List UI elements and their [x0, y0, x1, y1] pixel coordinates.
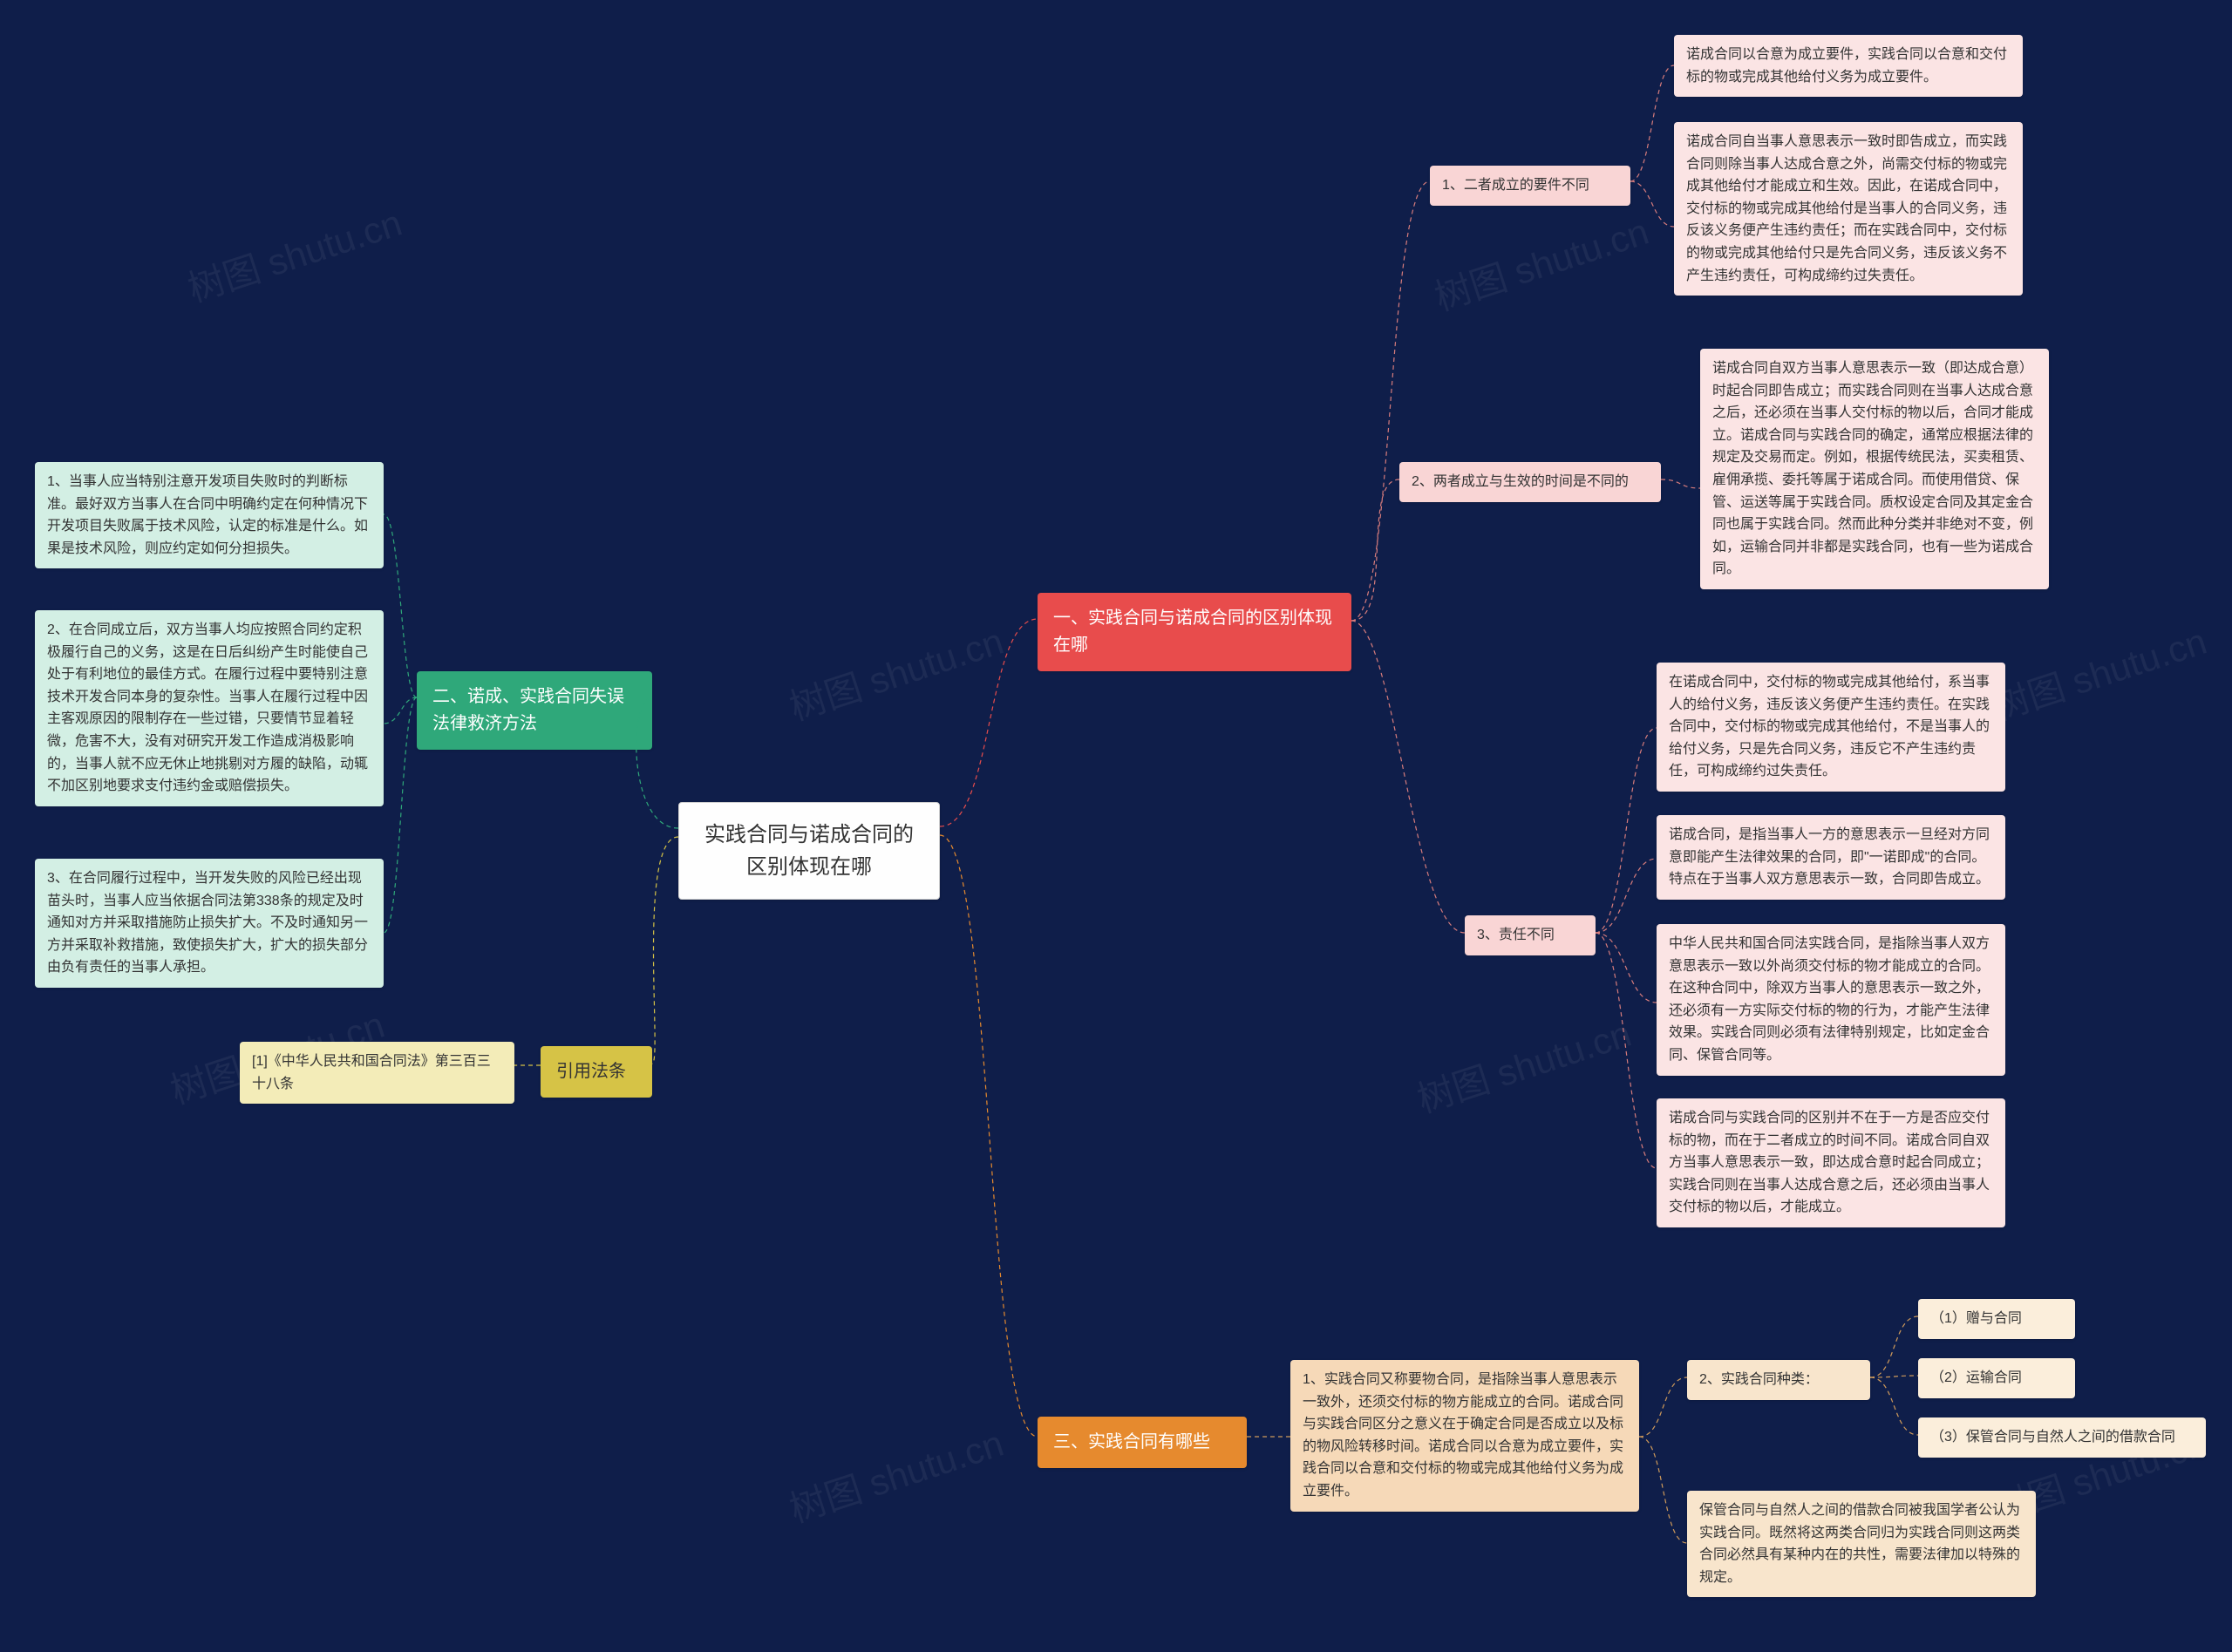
leaf-r1c1b: 诺成合同自当事人意思表示一致时即告成立，而实践合同则除当事人达成合意之外，尚需交…: [1674, 122, 2023, 296]
leaf-l1b: 2、在合同成立后，双方当事人均应按照合同约定积极履行自己的义务，这是在日后纠纷产…: [35, 610, 384, 806]
branch-l1: 二、诺成、实践合同失误法律救济方法: [417, 671, 652, 750]
leaf-l1c: 3、在合同履行过程中，当开发失败的风险已经出现苗头时，当事人应当依据合同法第33…: [35, 859, 384, 988]
root-node: 实践合同与诺成合同的区别体现在哪: [678, 802, 940, 900]
node-r1c2: 2、两者成立与生效的时间是不同的: [1399, 462, 1661, 502]
leaf-l2a: [1]《中华人民共和国合同法》第三百三十八条: [240, 1042, 514, 1104]
branch-l2: 引用法条: [541, 1046, 652, 1098]
node-r1c1: 1、二者成立的要件不同: [1430, 166, 1630, 206]
watermark: 树图 shutu.cn: [1427, 202, 1655, 322]
watermark: 树图 shutu.cn: [782, 1414, 1010, 1533]
leaf-r1c3c: 中华人民共和国合同法实践合同，是指除当事人双方意思表示一致以外尚须交付标的物才能…: [1657, 924, 2005, 1076]
node-r2c1: 1、实践合同又称要物合同，是指除当事人意思表示一致外，还须交付标的物方能成立的合…: [1290, 1360, 1639, 1512]
leaf-r2c1a2: （2）运输合同: [1918, 1358, 2075, 1398]
leaf-r2c1a3: （3）保管合同与自然人之间的借款合同: [1918, 1417, 2206, 1458]
node-r2c1a: 2、实践合同种类：: [1687, 1360, 1870, 1400]
branch-r1: 一、实践合同与诺成合同的区别体现在哪: [1038, 593, 1351, 671]
leaf-r1c2a: 诺成合同自双方当事人意思表示一致（即达成合意）时起合同即告成立；而实践合同则在当…: [1700, 349, 2049, 589]
leaf-l1a: 1、当事人应当特别注意开发项目失败时的判断标准。最好双方当事人在合同中明确约定在…: [35, 462, 384, 568]
leaf-r1c3b: 诺成合同，是指当事人一方的意思表示一旦经对方同意即能产生法律效果的合同，即"一诺…: [1657, 815, 2005, 900]
leaf-r1c3d: 诺成合同与实践合同的区别并不在于一方是否应交付标的物，而在于二者成立的时间不同。…: [1657, 1098, 2005, 1227]
leaf-r1c3a: 在诺成合同中，交付标的物或完成其他给付，系当事人的给付义务，违反该义务便产生违约…: [1657, 663, 2005, 792]
leaf-r1c1a: 诺成合同以合意为成立要件，实践合同以合意和交付标的物或完成其他给付义务为成立要件…: [1674, 35, 2023, 97]
branch-r2: 三、实践合同有哪些: [1038, 1417, 1247, 1468]
watermark: 树图 shutu.cn: [180, 194, 408, 313]
watermark: 树图 shutu.cn: [782, 612, 1010, 731]
leaf-r2c1a1: （1）赠与合同: [1918, 1299, 2075, 1339]
node-r1c3: 3、责任不同: [1465, 915, 1596, 955]
watermark: 树图 shutu.cn: [1985, 612, 2213, 731]
leaf-r2c1b: 保管合同与自然人之间的借款合同被我国学者公认为实践合同。既然将这两类合同归为实践…: [1687, 1491, 2036, 1597]
watermark: 树图 shutu.cn: [1410, 1004, 1637, 1124]
